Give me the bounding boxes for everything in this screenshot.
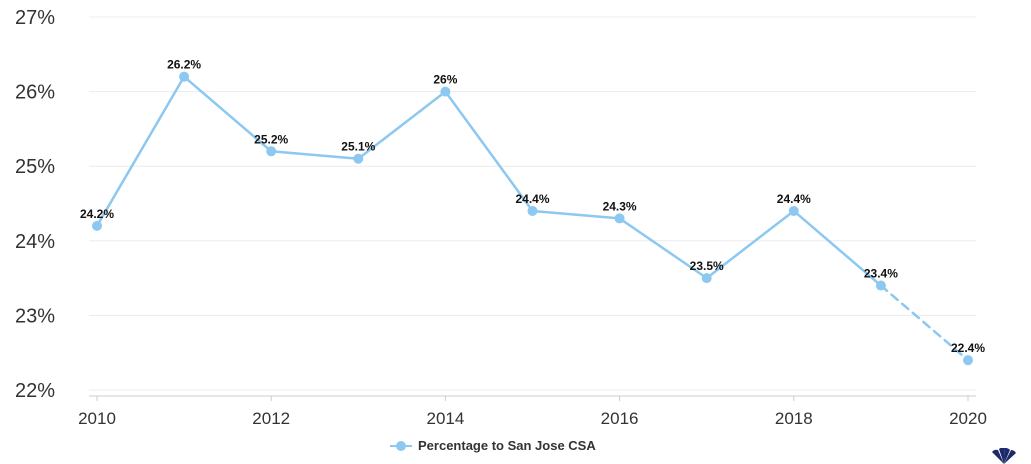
data-point bbox=[179, 71, 190, 82]
data-label: 23.5% bbox=[690, 259, 724, 273]
data-label: 22.4% bbox=[951, 341, 985, 355]
data-point bbox=[701, 273, 712, 284]
data-point bbox=[266, 146, 277, 157]
y-axis-ticks: 22% 23% 24% 25% 26% 27% bbox=[15, 7, 55, 402]
data-point bbox=[614, 213, 625, 224]
legend: Percentage to San Jose CSA bbox=[390, 438, 596, 453]
series-segment bbox=[269, 150, 360, 160]
x-tick-label: 2012 bbox=[252, 409, 290, 428]
data-point bbox=[527, 205, 538, 216]
x-tick-label: 2010 bbox=[78, 409, 116, 428]
y-tick-label: 25% bbox=[15, 156, 55, 178]
legend-marker-icon bbox=[390, 440, 412, 452]
series-segment bbox=[531, 209, 621, 220]
series-segment bbox=[95, 75, 186, 228]
x-tick-label: 2016 bbox=[601, 409, 639, 428]
x-axis-ticks: 2010 2012 2014 2016 2018 2020 bbox=[78, 396, 987, 428]
y-tick-label: 22% bbox=[15, 380, 55, 402]
y-tick-label: 27% bbox=[15, 7, 55, 29]
data-label: 25.2% bbox=[254, 132, 288, 146]
data-point bbox=[875, 280, 886, 291]
data-label: 24.4% bbox=[515, 192, 549, 206]
y-tick-label: 23% bbox=[15, 305, 55, 327]
data-label: 26.2% bbox=[167, 58, 201, 72]
data-label: 23.4% bbox=[864, 267, 898, 281]
series-segment bbox=[792, 209, 883, 287]
data-point bbox=[440, 86, 451, 97]
y-tick-label: 26% bbox=[15, 82, 55, 104]
data-point bbox=[353, 153, 364, 164]
series-segment-dashed bbox=[879, 284, 970, 362]
series-segment bbox=[182, 75, 273, 153]
legend-label: Percentage to San Jose CSA bbox=[418, 438, 596, 453]
x-tick-label: 2020 bbox=[949, 409, 987, 428]
data-point bbox=[788, 205, 799, 216]
peacock-logo-icon bbox=[992, 448, 1016, 464]
data-labels: 24.2% 26.2% 25.2% 25.1% 26% 24.4% 24.3% 23.5% 24… bbox=[80, 58, 985, 355]
data-point bbox=[963, 355, 973, 366]
series-segment bbox=[705, 209, 796, 280]
series-segment bbox=[618, 217, 708, 280]
data-label: 24.4% bbox=[777, 192, 811, 206]
data-points bbox=[92, 71, 973, 366]
series-segment bbox=[357, 90, 447, 160]
data-label: 24.3% bbox=[603, 199, 637, 213]
x-tick-label: 2014 bbox=[426, 409, 464, 428]
data-point bbox=[92, 220, 102, 231]
series-line bbox=[95, 75, 970, 362]
grid-lines bbox=[89, 16, 976, 397]
data-label: 26% bbox=[433, 73, 457, 87]
x-tick-label: 2018 bbox=[775, 409, 813, 428]
series-segment bbox=[444, 90, 534, 213]
y-tick-label: 24% bbox=[15, 231, 55, 253]
data-label: 24.2% bbox=[80, 207, 114, 221]
data-label: 25.1% bbox=[341, 140, 375, 154]
